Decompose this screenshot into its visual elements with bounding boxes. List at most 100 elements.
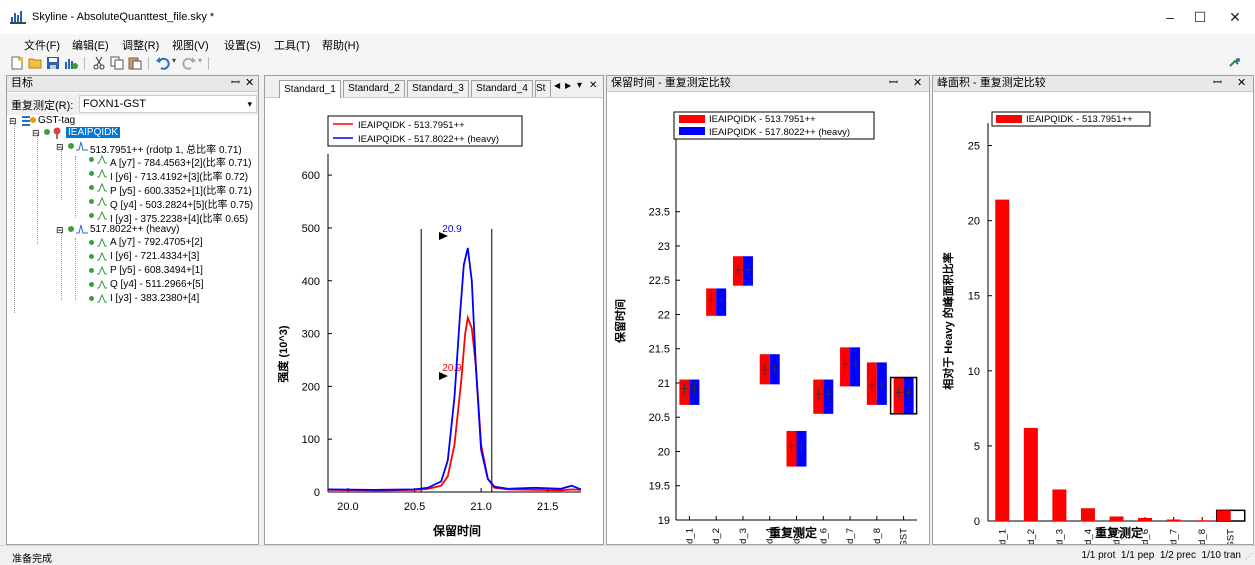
tree-precursor-light[interactable]: 513.7951++ (rdotp 1, 总比率 0.71) bbox=[90, 145, 242, 156]
chromatogram-legend: IEAIPQIDK - 513.7951++ IEAIPQIDK - 517.8… bbox=[327, 115, 523, 147]
undo-icon[interactable] bbox=[156, 56, 170, 70]
precursor-peak-icon bbox=[76, 141, 88, 151]
y-tick-label: 5 bbox=[974, 441, 980, 453]
legend-light-label: IEAIPQIDK - 513.7951++ bbox=[1026, 114, 1133, 125]
open-folder-icon[interactable] bbox=[28, 56, 42, 70]
tree-transition[interactable]: A [y7] - 792.4705+[2] bbox=[110, 237, 203, 248]
pin-icon[interactable]: ꟷ bbox=[889, 77, 898, 89]
paste-icon[interactable] bbox=[128, 56, 142, 70]
x-tick-label: Standard_3 bbox=[738, 528, 749, 544]
x-tick-label: Standard_1 bbox=[997, 529, 1008, 544]
menu-bar: 文件(F) 编辑(E) 调整(R) 视图(V) 设置(S) 工具(T) 帮助(H… bbox=[0, 34, 1255, 54]
y-tick-label: 600 bbox=[302, 170, 320, 182]
y-tick-label: 500 bbox=[302, 223, 320, 235]
maximize-button[interactable]: ☐ bbox=[1193, 9, 1207, 25]
panel-close-icon[interactable]: ✕ bbox=[1237, 77, 1247, 89]
x-tick-label: Standard_5 bbox=[792, 528, 803, 544]
tree-connector bbox=[61, 148, 62, 200]
menu-view[interactable]: 视图(V) bbox=[172, 40, 209, 52]
tree-transition[interactable]: Q [y4] - 511.2966+[5] bbox=[110, 279, 204, 290]
extension-icon[interactable] bbox=[1228, 56, 1242, 70]
tab-standard-1[interactable]: Standard_1 bbox=[279, 80, 341, 98]
tab-standard-3[interactable]: Standard_3 bbox=[407, 80, 469, 97]
tree-transition[interactable]: A [y7] - 784.4563+[2](比率 0.71) bbox=[110, 158, 252, 169]
chromatogram-chart[interactable]: 0 100 200 300 400 500 600 20.0 20.5 21.0 21.5 IEAI… bbox=[265, 99, 603, 544]
y-tick-label: 400 bbox=[302, 276, 320, 288]
tab-standard-4[interactable]: Standard_4 bbox=[471, 80, 533, 97]
status-dot-icon bbox=[89, 282, 94, 287]
tree-transition[interactable]: P [y5] - 608.3494+[1] bbox=[110, 265, 203, 276]
tab-close-icon[interactable]: ✕ bbox=[589, 80, 598, 91]
publish-icon[interactable] bbox=[64, 56, 78, 70]
peak-area-chart[interactable]: 0 5 10 15 20 25 Standard_1 Standard_2 Standard_3… bbox=[933, 93, 1253, 544]
tab-standard-2[interactable]: Standard_2 bbox=[343, 80, 405, 97]
replicate-selected: FOXN1-GST bbox=[83, 98, 146, 110]
copy-icon[interactable] bbox=[110, 56, 124, 70]
menu-settings[interactable]: 设置(S) bbox=[224, 40, 261, 52]
tab-standard-5[interactable]: St bbox=[535, 80, 551, 97]
x-tick-label: Standard_3 bbox=[1054, 529, 1065, 544]
menu-refine[interactable]: 调整(R) bbox=[122, 40, 160, 52]
targets-panel-title-text: 目标 bbox=[11, 77, 33, 89]
toolbar-separator bbox=[208, 57, 209, 70]
expand-icon[interactable]: ⊟ bbox=[9, 116, 17, 126]
menu-tools[interactable]: 工具(T) bbox=[274, 40, 311, 52]
menu-edit[interactable]: 编辑(E) bbox=[72, 40, 109, 52]
tree-transition[interactable]: I [y6] - 721.4334+[3] bbox=[110, 251, 200, 262]
save-icon[interactable] bbox=[46, 56, 60, 70]
resize-grip-icon[interactable]: ⋰ bbox=[1245, 552, 1253, 561]
tree-connector bbox=[37, 134, 38, 244]
expand-icon[interactable]: ⊟ bbox=[56, 142, 64, 152]
status-dot-icon bbox=[89, 240, 94, 245]
chevron-down-icon: ▾ bbox=[247, 99, 252, 109]
cut-icon[interactable] bbox=[92, 56, 106, 70]
pin-icon[interactable]: ꟷ bbox=[1213, 77, 1222, 89]
precursor-peak-icon bbox=[76, 224, 88, 234]
y-tick-label: 100 bbox=[302, 434, 320, 446]
pin-icon[interactable]: ꟷ bbox=[231, 77, 240, 89]
menu-help[interactable]: 帮助(H) bbox=[322, 40, 360, 52]
expand-icon[interactable]: ⊟ bbox=[56, 225, 64, 235]
minimize-button[interactable]: – bbox=[1166, 9, 1174, 25]
redo-dropdown-icon[interactable]: ▾ bbox=[198, 56, 203, 65]
tab-scroll-left-icon[interactable]: ◀ bbox=[554, 81, 561, 90]
close-button[interactable]: ✕ bbox=[1229, 9, 1241, 25]
tree-transition[interactable]: I [y6] - 713.4192+[3](比率 0.72) bbox=[110, 172, 249, 183]
targets-panel: 目标 ꟷ ✕ 重复测定(R): FOXN1-GST ▾ ⊟ GST-tag ⊟ … bbox=[6, 75, 259, 545]
replicate-dropdown[interactable]: FOXN1-GST ▾ bbox=[79, 95, 257, 113]
redo-icon[interactable] bbox=[182, 56, 196, 70]
y-tick-label: 21 bbox=[658, 378, 670, 390]
tree-transition[interactable]: I [y3] - 383.2380+[4] bbox=[110, 293, 200, 304]
y-tick-label: 300 bbox=[302, 329, 320, 341]
panel-close-icon[interactable]: ✕ bbox=[913, 77, 923, 89]
tree-protein-label[interactable]: GST-tag bbox=[38, 115, 76, 126]
tree-transition[interactable]: I [y3] - 375.2238+[4](比率 0.65) bbox=[110, 214, 249, 225]
status-dot-icon bbox=[89, 185, 94, 190]
tree-peptide-label[interactable]: IEAIPQIDK bbox=[66, 127, 121, 138]
area-legend: IEAIPQIDK - 513.7951++ bbox=[991, 111, 1151, 127]
area-bar bbox=[1195, 520, 1210, 521]
y-tick-label: 19.5 bbox=[649, 481, 670, 493]
heavy-peak-label: 20.9 bbox=[442, 224, 462, 235]
tree-transition[interactable]: P [y5] - 600.3352+[1](比率 0.71) bbox=[110, 186, 252, 197]
tab-label: Standard_3 bbox=[412, 83, 464, 94]
tree-transition[interactable]: Q [y4] - 503.2824+[5](比率 0.75) bbox=[110, 200, 254, 211]
legend-light-swatch bbox=[996, 115, 1022, 123]
y-tick-label: 20 bbox=[968, 216, 980, 228]
toolbar: ▾ ▾ bbox=[0, 54, 1255, 74]
area-bar bbox=[1023, 427, 1038, 521]
tab-list-icon[interactable]: ▾ bbox=[577, 80, 583, 91]
retention-time-chart[interactable]: 19 19.5 20 20.5 21 21.5 22 22.5 23 23.5 Standard_1… bbox=[607, 93, 929, 544]
transition-peak-icon bbox=[97, 294, 107, 303]
expand-icon[interactable]: ⊟ bbox=[32, 128, 40, 138]
tab-scroll-right-icon[interactable]: ▶ bbox=[565, 81, 572, 90]
replicate-tab-strip: Standard_1 Standard_2 Standard_3 Standar… bbox=[265, 76, 603, 98]
rt-panel-title: 保留时间 - 重复测定比较 ꟷ ✕ bbox=[607, 76, 929, 92]
tree-precursor-heavy[interactable]: 517.8022++ (heavy) bbox=[90, 224, 180, 235]
panel-close-icon[interactable]: ✕ bbox=[245, 77, 255, 89]
x-tick-label: Standard_6 bbox=[1140, 529, 1151, 544]
menu-file[interactable]: 文件(F) bbox=[24, 40, 61, 52]
new-file-icon[interactable] bbox=[10, 56, 24, 70]
undo-dropdown-icon[interactable]: ▾ bbox=[172, 56, 177, 65]
transition-peak-icon bbox=[97, 183, 107, 192]
